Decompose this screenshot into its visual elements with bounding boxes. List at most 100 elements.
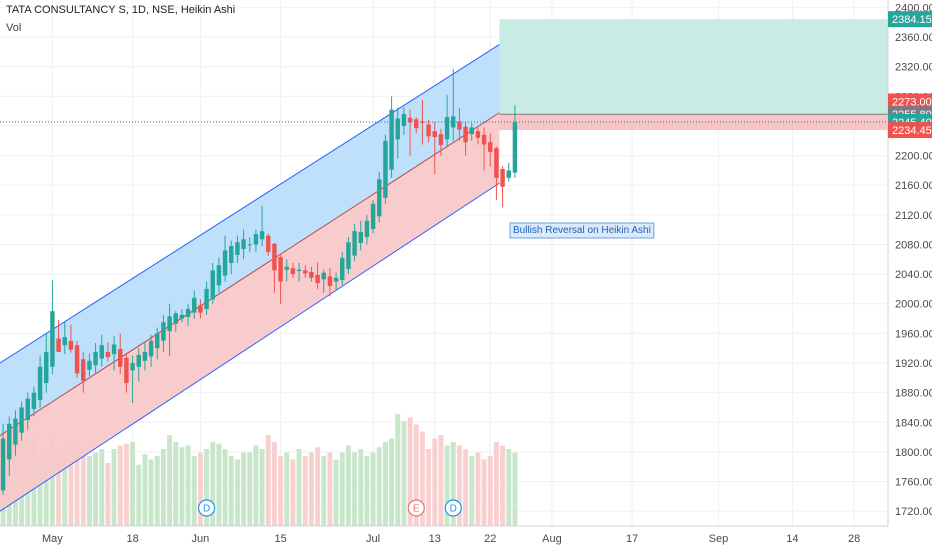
candle-body (377, 179, 382, 217)
price-tick-label: 2080.00 (895, 239, 932, 251)
volume-bar (74, 442, 80, 526)
volume-bar (154, 456, 160, 526)
candle-body (7, 423, 12, 460)
candle-body (457, 121, 462, 130)
volume-bar (364, 456, 370, 526)
candle-body (346, 242, 351, 269)
price-tick-label: 1720.00 (895, 506, 932, 518)
candle-body (142, 351, 148, 361)
candle-body (414, 119, 419, 129)
candle-body (105, 351, 111, 358)
time-tick-label: Aug (542, 533, 562, 545)
annotation-text: Bullish Reversal on Heikin Ashi (513, 225, 651, 236)
price-tick-label: 1960.00 (895, 328, 932, 340)
candle-body (506, 170, 511, 178)
volume-bar (438, 435, 444, 526)
candle-body (259, 231, 265, 240)
volume-bar (247, 452, 253, 526)
annotation-label[interactable]: Bullish Reversal on Heikin Ashi (509, 222, 655, 239)
candle-body (229, 245, 234, 263)
channel-upper-line (0, 44, 500, 364)
price-axis[interactable]: 1720.00 1760.00 1800.00 1840.00 1880.00 1920.… (887, 0, 932, 550)
candle-body (31, 392, 37, 409)
volume-bar (271, 442, 277, 526)
candle-body (25, 398, 30, 421)
price-tag-label: 2273.00 (892, 96, 932, 108)
candle-body (469, 127, 474, 135)
time-tick-label: 17 (626, 533, 638, 545)
candle-body (0, 438, 6, 491)
volume-bar (426, 449, 432, 526)
dividend-marker-circle (444, 499, 462, 517)
volume-bar (512, 452, 518, 526)
candle-body (352, 231, 357, 256)
volume-bar (382, 442, 388, 526)
volume-legend[interactable]: Vol (6, 22, 22, 34)
candle-body (210, 270, 215, 300)
candle-body (426, 124, 431, 137)
candle-body (438, 134, 444, 146)
time-tick-label: Sep (709, 533, 729, 545)
candle-body (148, 340, 154, 357)
candle-body (50, 311, 55, 367)
price-tick-label: 2000.00 (895, 299, 932, 311)
earnings-marker-circle (407, 499, 425, 517)
volume-bar (80, 449, 86, 526)
candle-body (512, 122, 518, 173)
candle-body (74, 345, 80, 374)
dividend-marker-label: D (203, 504, 210, 515)
volume-bar (99, 449, 105, 526)
candle-body (19, 407, 24, 433)
candle-body (407, 117, 413, 123)
volume-bar (315, 447, 321, 526)
candle-body (68, 340, 74, 350)
volume-bar (308, 452, 314, 526)
price-tag-label: 2384.15 (892, 14, 932, 26)
price-tick-label: 1760.00 (895, 477, 932, 489)
symbol-title[interactable]: TATA CONSULTANCY S, 1D, NSE, Heikin Ashi (6, 4, 236, 16)
volume-bar (253, 445, 259, 526)
candle-body (327, 276, 333, 286)
time-axis-bg (0, 526, 932, 550)
candle-body (444, 117, 450, 140)
volume-bar (105, 463, 111, 526)
time-tick-label: 28 (848, 533, 860, 545)
candle-body (309, 271, 314, 278)
volume-bar (259, 449, 265, 526)
volume-bar (234, 459, 240, 526)
price-tick-label: 1920.00 (895, 358, 932, 370)
candle-body (173, 313, 178, 324)
time-tick-label: Jun (192, 533, 210, 545)
candle-body (235, 242, 240, 255)
volume-bar (493, 442, 499, 526)
candle-body (494, 148, 499, 178)
candle-body (315, 274, 320, 284)
volume-bar (321, 456, 327, 526)
candle-body (111, 344, 117, 355)
candle-body (432, 131, 437, 138)
candle-body (216, 265, 222, 286)
candle-body (290, 268, 296, 275)
candle-body (463, 126, 468, 143)
price-tick-label: 1880.00 (895, 388, 932, 400)
volume-bar (228, 456, 234, 526)
volume-bar (413, 424, 419, 526)
candle-body (481, 134, 487, 145)
long-position-tool[interactable] (499, 19, 889, 131)
candle-body (358, 231, 363, 243)
candle-body (401, 114, 407, 126)
time-axis[interactable]: May 18 Jun 15 Jul 13 22 Aug 17 Sep 14 28 (0, 525, 932, 550)
target-zone (499, 19, 888, 115)
volume-bar (463, 449, 469, 526)
candle-body (130, 363, 135, 371)
candle-body (247, 244, 252, 246)
candle-body (204, 288, 209, 309)
volume-bar (345, 445, 351, 526)
volume-bar (284, 452, 290, 526)
candle-body (161, 322, 166, 341)
price-tick-label: 2160.00 (895, 180, 932, 192)
volume-bar (419, 431, 425, 526)
